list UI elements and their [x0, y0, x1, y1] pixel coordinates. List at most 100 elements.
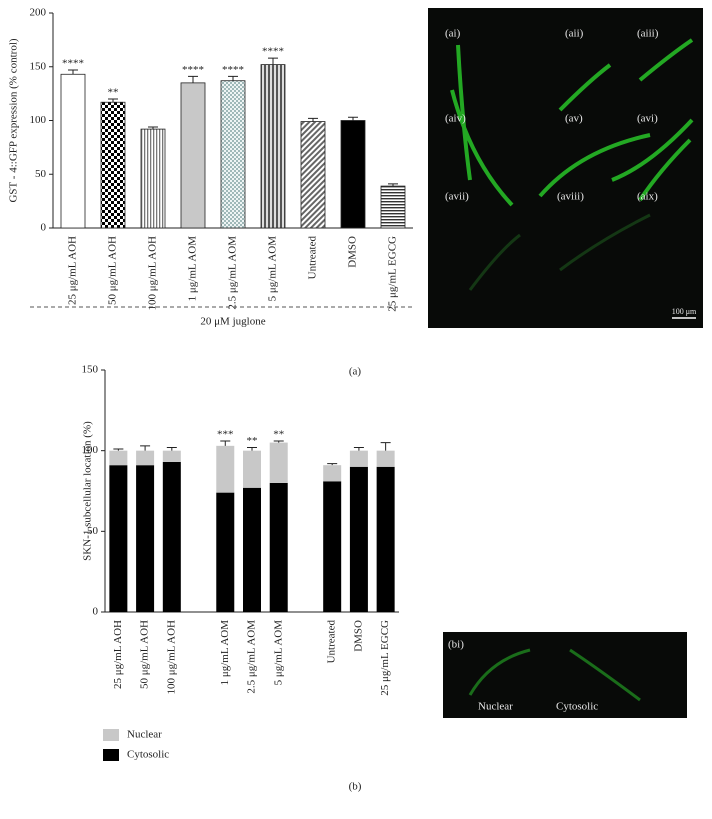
error-bar — [348, 116, 358, 121]
significance-label: **** — [222, 64, 244, 76]
significance-label: **** — [262, 46, 284, 58]
bar — [220, 80, 246, 229]
bar-segment — [269, 442, 288, 483]
error-bar — [273, 440, 284, 443]
bar-segment — [162, 450, 181, 462]
y-tick-label: 200 — [30, 7, 47, 19]
bar-segment — [269, 482, 288, 612]
error-bar — [327, 463, 338, 466]
error-bar — [140, 445, 151, 451]
x-tick-label: DMSO — [352, 620, 364, 652]
image-label: (ai) — [445, 28, 461, 40]
bar-segment — [136, 465, 155, 612]
legend-label: Cytosolic — [127, 749, 169, 761]
y-tick-label: 50 — [87, 525, 99, 537]
bar — [100, 101, 126, 229]
bar — [60, 73, 86, 229]
bar-segment — [216, 445, 235, 493]
panel-label: (b) — [349, 781, 362, 793]
bar — [260, 64, 286, 229]
bar-segment — [216, 492, 235, 612]
bar-segment — [323, 481, 342, 612]
x-tick-label: 5 μg/mL AOM — [267, 236, 279, 302]
significance-label: *** — [217, 429, 234, 441]
error-bar — [113, 448, 124, 451]
bar — [140, 128, 166, 229]
error-bar — [353, 446, 364, 451]
bar-segment — [162, 461, 181, 612]
image-label: (aiv) — [445, 113, 466, 125]
y-tick-label: 150 — [30, 60, 47, 72]
y-tick-label: 150 — [82, 364, 99, 376]
scale-bar-label: 100 μm — [672, 307, 697, 316]
error-bar — [228, 75, 238, 81]
x-tick-label: 25 μg/mL EGCG — [379, 620, 391, 696]
y-tick-label: 100 — [30, 114, 47, 126]
x-tick-label: 50 μg/mL AOH — [139, 620, 151, 689]
x-tick-label: 100 μg/mL AOH — [147, 236, 159, 311]
error-bar — [247, 446, 257, 451]
y-axis-label: SKN-1 subcellular location (%) — [82, 421, 94, 561]
image-label: Nuclear — [478, 701, 513, 713]
x-tick-label: 2.5 μg/mL AOM — [246, 620, 258, 694]
microscopy-panel-a: (ai) (aii) (aiii) (aiv) (av) (avi) (avii… — [428, 8, 703, 328]
error-bar — [388, 183, 398, 187]
bar-segment — [349, 450, 368, 467]
error-bar — [68, 69, 78, 75]
bar-segment — [109, 465, 128, 612]
x-tick-label: 25 μg/mL EGCG — [387, 236, 399, 312]
bar-segment — [243, 450, 261, 488]
x-tick-label: Untreated — [307, 236, 319, 280]
bar-segment — [243, 487, 261, 612]
significance-label: ** — [273, 429, 284, 441]
image-label: (aii) — [565, 28, 584, 40]
bar — [340, 120, 366, 229]
image-label: (av) — [565, 113, 583, 125]
image-label: (avii) — [445, 191, 469, 203]
image-label: (bi) — [448, 639, 464, 651]
y-tick-label: 0 — [93, 606, 99, 618]
legend-label: Nuclear — [127, 729, 162, 741]
significance-label: **** — [182, 64, 204, 76]
x-tick-label: Untreated — [326, 620, 338, 664]
x-tick-label: 100 μg/mL AOH — [165, 620, 177, 695]
error-bar — [220, 440, 231, 446]
bar-segment — [376, 466, 395, 612]
bar-segment — [109, 450, 128, 466]
x-tick-label: 1 μg/mL AOM — [187, 236, 199, 302]
significance-label: **** — [62, 58, 84, 70]
y-tick-label: 100 — [82, 444, 99, 456]
significance-label: ** — [108, 87, 119, 99]
image-label: (aiii) — [637, 28, 659, 40]
microscopy-panel-b: (bi) Nuclear Cytosolic — [443, 632, 687, 718]
error-bar — [380, 442, 391, 451]
bar — [180, 82, 206, 229]
legend-swatch — [103, 749, 119, 761]
bar-segment — [376, 450, 395, 467]
error-bar — [166, 446, 177, 451]
y-tick-label: 0 — [41, 222, 47, 234]
y-axis-label: GST - 4::GFP expression (% control) — [8, 38, 20, 202]
y-tick-label: 50 — [35, 168, 47, 180]
error-bar — [268, 57, 278, 65]
x-tick-label: DMSO — [347, 236, 359, 268]
significance-label: ** — [247, 435, 258, 447]
bar-segment — [349, 466, 368, 612]
error-bar — [108, 98, 118, 103]
bar — [380, 185, 406, 229]
x-tick-label: 25 μg/mL AOH — [67, 236, 79, 305]
image-label: (aix) — [637, 191, 658, 203]
bar-segment — [323, 465, 342, 482]
panel-label: (a) — [349, 366, 362, 378]
x-tick-label: 1 μg/mL AOM — [219, 620, 231, 686]
group-label: 20 μM juglone — [200, 316, 265, 328]
image-label: (avi) — [637, 113, 658, 125]
error-bar — [148, 126, 158, 130]
image-label: Cytosolic — [556, 701, 598, 713]
legend-swatch — [103, 729, 119, 741]
image-label: (aviii) — [557, 191, 584, 203]
x-tick-label: 5 μg/mL AOM — [272, 620, 284, 686]
x-tick-label: 2.5 μg/mL AOM — [227, 236, 239, 310]
bar-segment — [136, 450, 155, 466]
